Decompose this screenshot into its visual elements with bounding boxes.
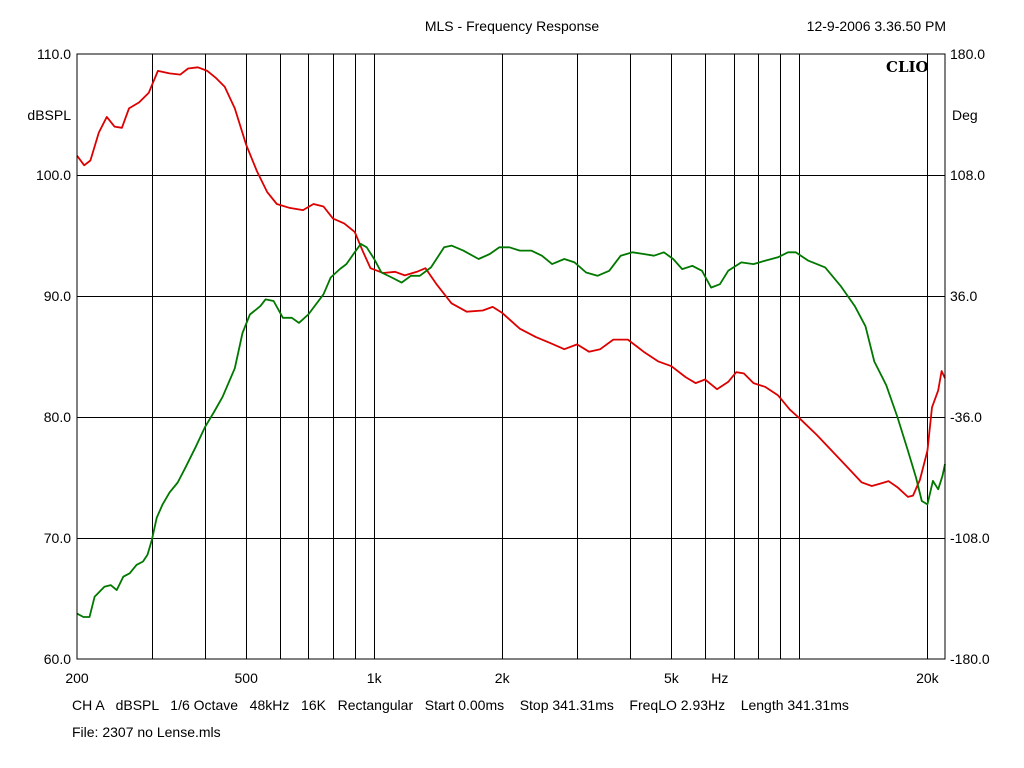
file-name: File: 2307 no Lense.mls bbox=[72, 724, 221, 740]
right-y-tick-label: -108.0 bbox=[950, 530, 990, 546]
left-y-tick-label: 60.0 bbox=[44, 651, 71, 667]
left-y-tick-label: 80.0 bbox=[44, 409, 71, 425]
grid-layer bbox=[77, 54, 945, 659]
x-tick-label: 2k bbox=[495, 670, 511, 686]
x-tick-label: 20k bbox=[916, 670, 940, 686]
x-tick-label: 1k bbox=[367, 670, 383, 686]
measurement-settings: CH A dBSPL 1/6 Octave 48kHz 16K Rectangu… bbox=[72, 697, 849, 713]
magnitude-curve bbox=[76, 66, 946, 498]
series-layer bbox=[76, 66, 946, 618]
plot-frame bbox=[76, 53, 946, 660]
right-y-tick-label: 180.0 bbox=[950, 46, 985, 62]
clio-logo: CLIO bbox=[886, 58, 929, 76]
phase-curve bbox=[76, 243, 946, 618]
right-y-tick-label: -180.0 bbox=[950, 651, 990, 667]
left-y-axis-label: dBSPL bbox=[27, 107, 71, 123]
measurement-timestamp: 12-9-2006 3.36.50 PM bbox=[806, 18, 946, 34]
right-y-tick-label: -36.0 bbox=[950, 409, 982, 425]
x-unit-label: Hz bbox=[711, 670, 728, 686]
left-y-tick-label: 100.0 bbox=[36, 167, 71, 183]
chart-title: MLS - Frequency Response bbox=[424, 18, 600, 34]
left-y-tick-label: 90.0 bbox=[44, 288, 71, 304]
x-tick-label: 200 bbox=[65, 670, 89, 686]
right-y-tick-label: 36.0 bbox=[950, 288, 977, 304]
label-layer: 200 500 1k 2k 5k 20k Hz 60.0 70.0 80.0 90.0 100.0 11… bbox=[27, 46, 990, 686]
right-y-axis-label: Deg bbox=[952, 107, 978, 123]
left-y-tick-label: 70.0 bbox=[44, 530, 71, 546]
x-tick-label: 5k bbox=[664, 670, 680, 686]
x-tick-label: 500 bbox=[235, 670, 259, 686]
right-y-tick-label: 108.0 bbox=[950, 167, 985, 183]
left-y-tick-label: 110.0 bbox=[37, 46, 71, 62]
